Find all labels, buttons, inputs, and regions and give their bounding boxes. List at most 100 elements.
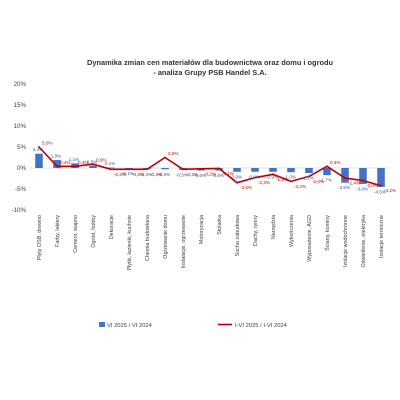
line-data-label: -0,1% bbox=[222, 171, 234, 176]
legend-swatch-bar bbox=[99, 322, 105, 327]
line-point bbox=[38, 146, 40, 148]
bar-data-label: -4,5% bbox=[374, 189, 386, 194]
x-tick-label: Płyty OSB, drewno bbox=[37, 215, 43, 260]
line-data-label: -0,2% bbox=[204, 171, 216, 176]
x-tick-label: Płytki, łazienki, kuchnie bbox=[127, 215, 133, 270]
bar-data-label: -0,1% bbox=[122, 171, 134, 176]
bar bbox=[161, 168, 169, 170]
line-point bbox=[326, 165, 328, 168]
bar bbox=[269, 168, 277, 172]
line-point bbox=[308, 175, 310, 178]
line-data-label: -3,0% bbox=[366, 183, 378, 188]
line-data-label: 0,4% bbox=[78, 160, 88, 165]
x-tick-label: Ogrzewanie domu bbox=[163, 215, 169, 259]
bar-data-label: -0,9% bbox=[248, 174, 260, 179]
line-data-label: -0,3% bbox=[132, 172, 144, 177]
bar-data-label: -3,5% bbox=[338, 185, 350, 190]
line-data-label: -0,3% bbox=[186, 172, 198, 177]
x-tick-label: Izolacje wodochronne bbox=[343, 215, 349, 267]
line-data-label: -2,4% bbox=[348, 181, 360, 186]
line-data-label: 0,4% bbox=[60, 160, 70, 165]
bar bbox=[107, 167, 115, 169]
line-point bbox=[164, 156, 166, 159]
line-point bbox=[254, 176, 256, 179]
bar-data-label: -0,5% bbox=[176, 173, 188, 178]
line-point bbox=[218, 167, 220, 170]
x-tick-label: Chemia budowlana bbox=[145, 215, 151, 261]
bar bbox=[305, 168, 313, 174]
bar-data-label: -1,7% bbox=[320, 178, 332, 183]
chart-title: Dynamika zmian cen materiałów dla budown… bbox=[30, 58, 390, 78]
bar-data-label: -0,9% bbox=[230, 174, 242, 179]
line-point bbox=[272, 173, 274, 176]
x-tick-label: Wykończenia bbox=[289, 215, 295, 247]
bar bbox=[125, 168, 133, 169]
x-tick-label: Ogród, hobby bbox=[91, 215, 97, 248]
line-data-label: -4,2% bbox=[384, 188, 396, 193]
bar bbox=[323, 168, 331, 176]
series-line bbox=[38, 146, 382, 187]
x-tick-label: Farby, lakiery bbox=[55, 215, 61, 247]
x-tick-label: Dekoracje bbox=[109, 215, 115, 239]
line-data-label: -0,3% bbox=[150, 172, 162, 177]
line-point bbox=[182, 168, 184, 171]
bar-data-label: -0,3% bbox=[158, 172, 170, 177]
line-data-label: 0,9% bbox=[96, 158, 106, 163]
bar bbox=[359, 168, 367, 184]
y-tick-label: 10% bbox=[14, 123, 27, 130]
x-tick-label: Ściany, kominy bbox=[323, 215, 331, 251]
y-tick-label: -10% bbox=[12, 207, 27, 214]
line-point bbox=[380, 184, 382, 187]
line-point bbox=[200, 167, 202, 170]
bar-data-label: -0,6% bbox=[212, 173, 224, 178]
x-tick-label: Instalacje, ogrzewanie bbox=[181, 215, 187, 268]
bar bbox=[377, 168, 385, 187]
y-tick-label: 15% bbox=[14, 102, 27, 109]
y-tick-label: -5% bbox=[15, 186, 27, 193]
chart-title-line2: - analiza Grupy PSB Handel S.A. bbox=[153, 68, 267, 77]
bar-data-label: -1,0% bbox=[284, 175, 296, 180]
bar-data-label: 1,9% bbox=[51, 154, 61, 159]
line-data-label: -3,5% bbox=[240, 185, 252, 190]
line-data-label: -2,0% bbox=[312, 179, 324, 184]
bar-data-label: 1,1% bbox=[69, 157, 79, 162]
line-point bbox=[236, 181, 238, 184]
line-data-label: -3,2% bbox=[294, 184, 306, 189]
y-tick-label: 0% bbox=[17, 165, 26, 172]
line-data-label: -2,3% bbox=[258, 180, 270, 185]
bar-data-label: 3,4% bbox=[33, 147, 43, 152]
x-tick-label: Sucha zabudowa bbox=[235, 215, 241, 256]
bar bbox=[89, 165, 97, 168]
bar bbox=[341, 168, 349, 183]
line-point bbox=[56, 165, 58, 168]
line-point bbox=[92, 163, 94, 166]
line-data-label: 5,0% bbox=[42, 141, 52, 146]
bar-data-label: -0,9% bbox=[266, 174, 278, 179]
x-tick-label: Dachy, rynny bbox=[253, 215, 259, 246]
line-point bbox=[362, 179, 364, 182]
legend-label-line: I-VI 2025 / I-VI 2024 bbox=[235, 323, 288, 329]
line-point bbox=[344, 177, 346, 179]
bar-data-label: -0,3% bbox=[140, 172, 152, 177]
bar-data-label: -1,2% bbox=[302, 176, 314, 181]
x-tick-label: Oświetlenie, elektryka bbox=[361, 215, 367, 267]
x-tick-label: Cement, wapno bbox=[73, 215, 79, 253]
line-data-label: -1,5% bbox=[276, 177, 288, 182]
chart-title-line1: Dynamika zmian cen materiałów dla budown… bbox=[87, 58, 333, 67]
bar-data-label: 0,5% bbox=[87, 159, 97, 164]
x-tick-label: Stolarka bbox=[217, 215, 223, 235]
line-data-label: 0,4% bbox=[330, 160, 340, 165]
bar bbox=[53, 160, 61, 168]
x-tick-label: Wyposażenie, AGD bbox=[307, 215, 313, 262]
legend-label-bar: VI 2025 / VI 2024 bbox=[107, 323, 153, 329]
y-tick-label: 5% bbox=[17, 144, 26, 151]
line-data-label: -0,3% bbox=[114, 172, 126, 177]
x-tick-label: Narzędzia bbox=[271, 215, 277, 239]
bar-data-label: -0,6% bbox=[194, 173, 206, 178]
bar bbox=[287, 168, 295, 173]
x-tick-label: Izolacje termiczne bbox=[379, 215, 385, 258]
line-point bbox=[74, 165, 76, 168]
line-point bbox=[146, 168, 148, 171]
